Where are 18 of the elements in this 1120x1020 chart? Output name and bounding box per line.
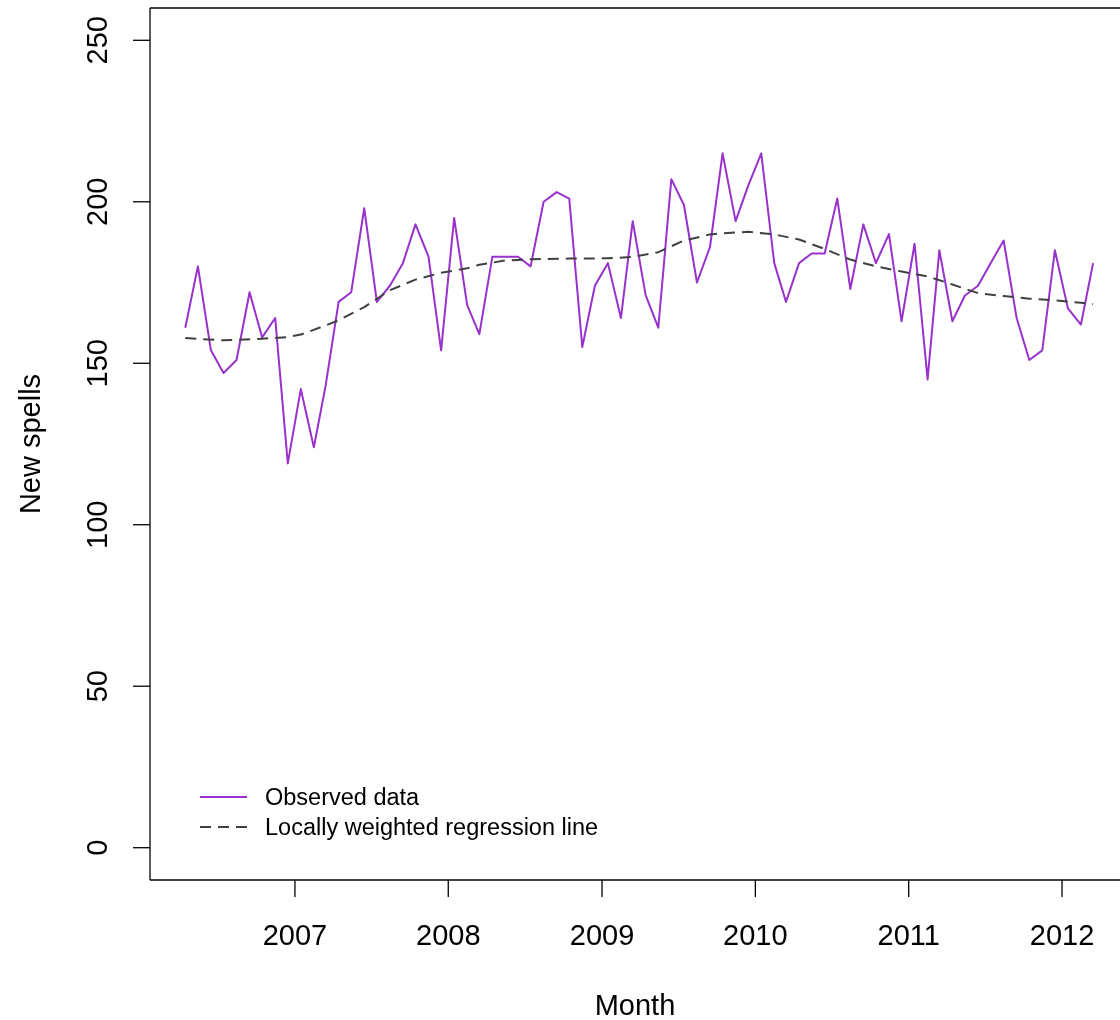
y-tick-label: 0 — [81, 839, 113, 856]
x-tick-label: 2010 — [723, 919, 788, 951]
y-tick-label: 100 — [81, 500, 113, 549]
y-tick-label: 50 — [81, 670, 113, 703]
x-tick-label: 2009 — [569, 919, 635, 951]
y-tick-label: 250 — [81, 16, 113, 65]
y-tick-label: 150 — [81, 339, 113, 388]
y-axis-title: New spells — [14, 373, 46, 515]
line-series — [184, 152, 1095, 465]
x-tick-label: 2007 — [262, 919, 328, 951]
x-tick-label: 2008 — [416, 919, 481, 951]
legend-label: Observed data — [265, 783, 420, 812]
x-tick-label: 2011 — [877, 919, 940, 951]
legend-label: Locally weighted regression line — [265, 813, 599, 842]
x-axis-title: Month — [594, 989, 676, 1020]
line-series — [184, 230, 1095, 342]
x-tick-label: 2012 — [1029, 919, 1095, 951]
y-tick-label: 200 — [81, 177, 113, 226]
